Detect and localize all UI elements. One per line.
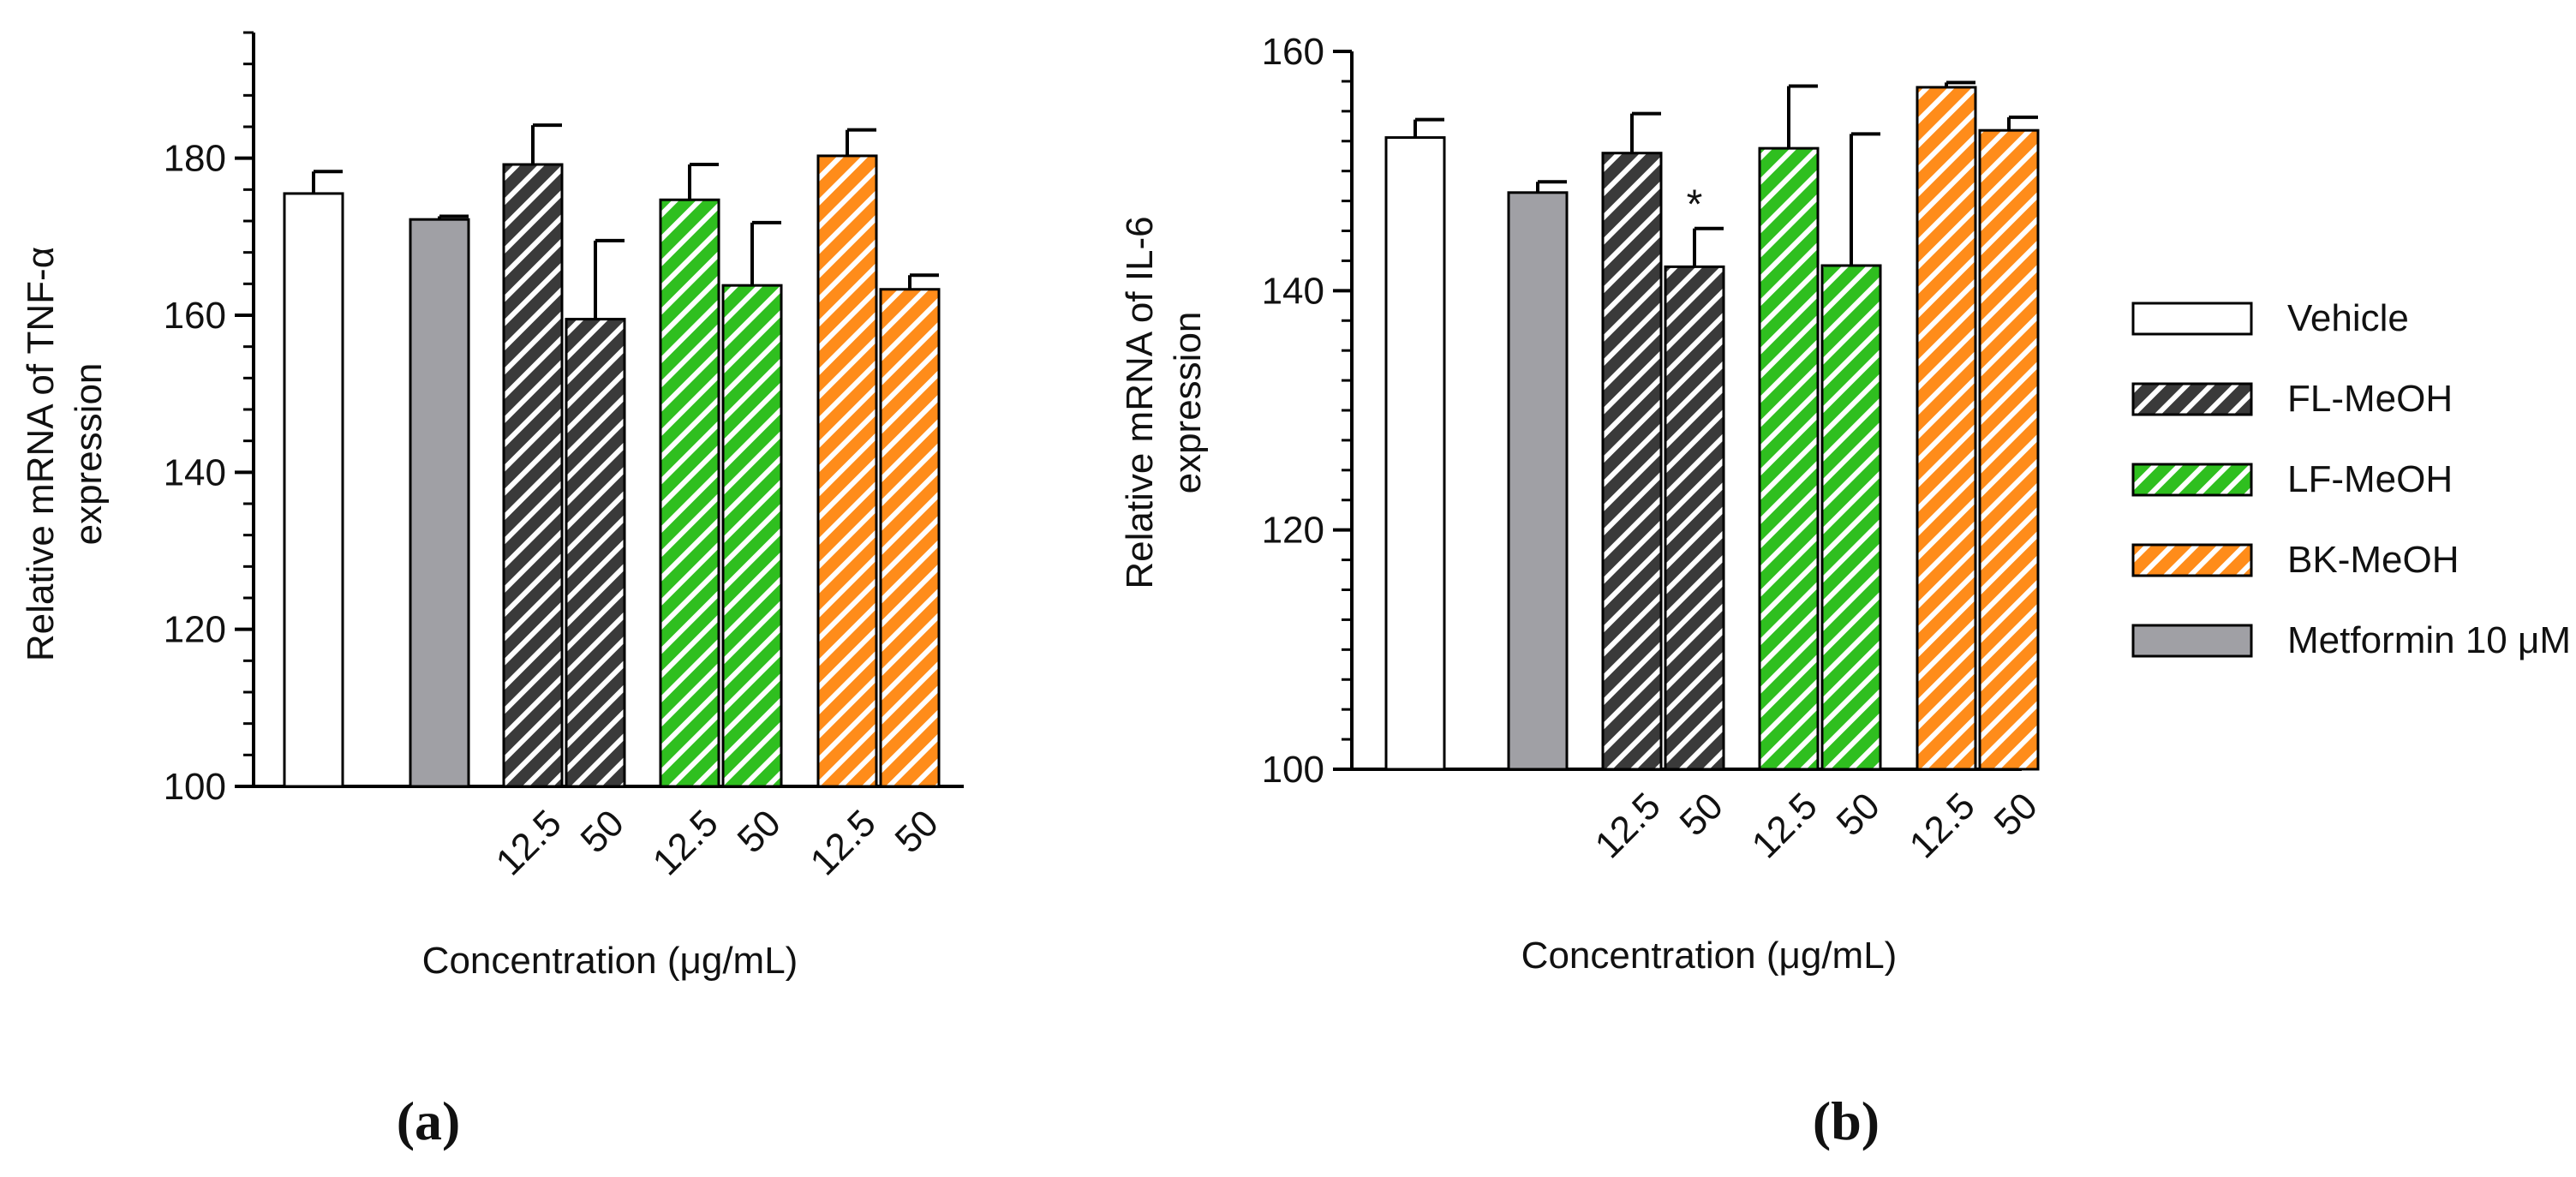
- chart-a-y-tick-label: 120: [164, 609, 226, 651]
- chart-a-bar: [879, 288, 941, 788]
- chart-b-significance-annotation: *: [1687, 182, 1703, 228]
- chart-b-bar: [1758, 146, 1820, 771]
- chart-b-bar: [1664, 265, 1725, 771]
- chart-b-x-tick-label: 50: [1829, 785, 1888, 844]
- chart-b-ylabel-line1: Relative mRNA of IL-6: [1119, 216, 1161, 588]
- chart-b-bar: [1601, 152, 1663, 771]
- legend-label-metformin: Metformin 10 μM: [2287, 619, 2571, 661]
- chart-a-bar: [659, 198, 720, 788]
- chart-a-bar: [721, 284, 783, 788]
- chart-a-xlabel: Concentration (μg/mL): [422, 940, 798, 982]
- chart-b-x-tick-label: 50: [1672, 785, 1731, 844]
- chart-a-bar: [816, 154, 878, 788]
- chart-b-y-tick-label: 120: [1262, 510, 1324, 552]
- chart-b-bar: [1820, 264, 1882, 771]
- chart-a-ylabel-line1: Relative mRNA of TNF-α: [20, 247, 62, 661]
- chart-a-y-tick-label: 180: [164, 138, 226, 180]
- chart-a-x-tick-label: 12.5: [803, 802, 884, 883]
- legend-label-lf-meoh: LF-MeOH: [2287, 458, 2453, 500]
- chart-a-bar: [283, 192, 344, 788]
- chart-a-bar: [502, 163, 564, 788]
- legend-label-bk-meoh: BK-MeOH: [2287, 539, 2459, 581]
- legend-swatch-fl-meoh: [2131, 382, 2253, 416]
- legend-label-fl-meoh: FL-MeOH: [2287, 378, 2453, 420]
- chart-b-bar: [1916, 86, 1977, 771]
- legend-swatch-vehicle: [2131, 302, 2253, 336]
- chart-b-bar: [1384, 136, 1446, 771]
- chart-a-y-tick-label: 140: [164, 451, 226, 493]
- chart-a-x-tick-label: 50: [730, 802, 789, 861]
- chart-a-ylabel-line2: expression: [68, 363, 110, 546]
- chart-a-y-tick-label: 100: [164, 766, 226, 808]
- legend-item-lf-meoh: LF-MeOH: [2131, 458, 2453, 500]
- chart-a-y-tick-label: 160: [164, 295, 226, 337]
- chart-a-bar: [409, 218, 470, 788]
- chart-a-x-tick-label: 50: [573, 802, 632, 861]
- legend-item-metformin: Metformin 10 μM: [2131, 619, 2571, 661]
- chart-a-x-tick-label: 12.5: [645, 802, 726, 883]
- legend-item-bk-meoh: BK-MeOH: [2131, 539, 2459, 581]
- chart-b-y-tick-label: 100: [1262, 749, 1324, 791]
- chart-a-panel-label: (a): [397, 1090, 461, 1151]
- chart-b-ylabel-line2: expression: [1167, 312, 1209, 494]
- chart-a-bar: [565, 318, 626, 788]
- chart-b-panel-label: (b): [1813, 1090, 1880, 1151]
- legend-swatch-lf-meoh: [2131, 463, 2253, 497]
- chart-b-y-tick-label: 140: [1262, 270, 1324, 312]
- chart-a-x-tick-label: 50: [888, 802, 947, 861]
- chart-b-x-tick-label: 50: [1987, 785, 2046, 844]
- chart-b-x-tick-label: 12.5: [1587, 785, 1669, 866]
- chart-a-x-tick-label: 12.5: [488, 802, 570, 883]
- chart-b-bar: [1978, 128, 2040, 771]
- legend-item-vehicle: Vehicle: [2131, 297, 2409, 339]
- chart-b-bar: [1507, 191, 1569, 771]
- legend-swatch-metformin: [2131, 624, 2253, 658]
- chart-b-x-tick-label: 12.5: [1744, 785, 1826, 866]
- legend-item-fl-meoh: FL-MeOH: [2131, 378, 2453, 420]
- legend-swatch-bk-meoh: [2131, 543, 2253, 577]
- chart-b-xlabel: Concentration (μg/mL): [1521, 935, 1898, 977]
- chart-b-y-tick-label: 160: [1262, 31, 1324, 73]
- chart-b-x-tick-label: 12.5: [1902, 785, 1983, 866]
- legend-label-vehicle: Vehicle: [2287, 297, 2409, 339]
- legend: Vehicle FL-MeOH LF-MeOH BK-MeOH Metformi…: [2131, 297, 2571, 661]
